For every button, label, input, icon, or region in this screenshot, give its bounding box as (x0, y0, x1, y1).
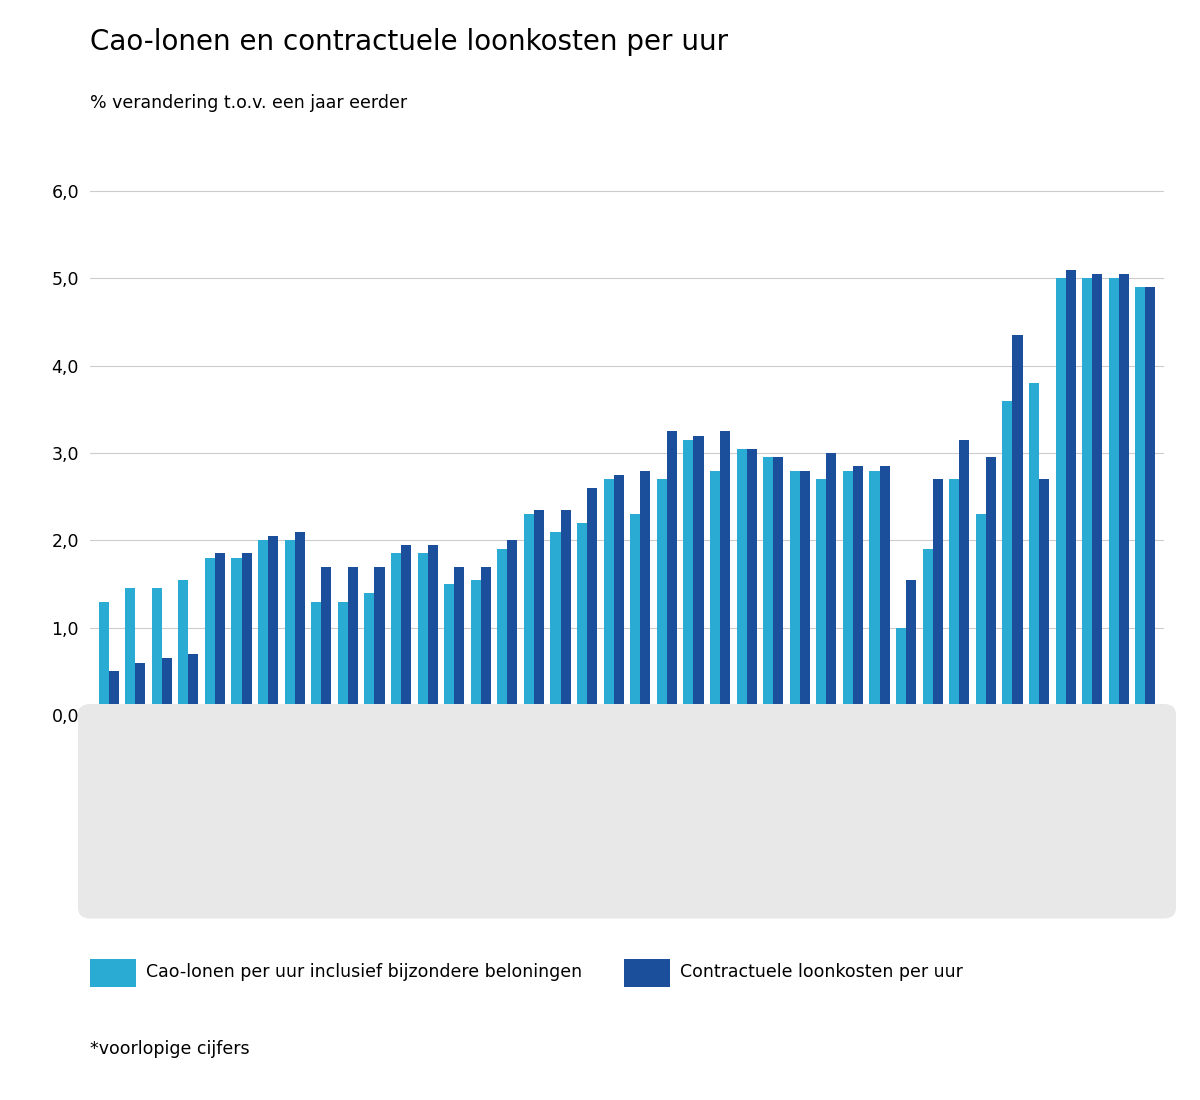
Bar (136, 662, 145, 715)
Bar (391, 553, 401, 715)
Bar (337, 602, 348, 715)
Bar (109, 671, 119, 715)
Bar (268, 536, 278, 715)
Bar (534, 509, 544, 715)
Bar (641, 471, 650, 715)
Text: 2023*: 2023* (1079, 793, 1132, 811)
Bar (906, 580, 917, 715)
Bar (1082, 278, 1092, 715)
Bar (1066, 270, 1075, 715)
Bar (737, 449, 746, 715)
Bar (427, 544, 438, 715)
Bar (1013, 336, 1022, 715)
Bar (481, 566, 491, 715)
Bar (667, 431, 677, 715)
Bar (1118, 274, 1129, 715)
Bar (763, 458, 773, 715)
Bar (365, 593, 374, 715)
Text: 2015: 2015 (233, 793, 277, 811)
Bar (976, 514, 986, 715)
Bar (827, 453, 836, 715)
Bar (896, 628, 906, 715)
Text: 2016: 2016 (340, 793, 383, 811)
Text: *voorlopige cijfers: *voorlopige cijfers (90, 1040, 250, 1057)
Bar (720, 431, 730, 715)
Bar (374, 566, 384, 715)
Bar (311, 602, 322, 715)
Bar (1109, 278, 1118, 715)
Bar (986, 458, 996, 715)
Bar (880, 466, 889, 715)
Bar (923, 549, 932, 715)
Bar (162, 658, 172, 715)
Bar (284, 540, 295, 715)
Bar (444, 584, 455, 715)
Bar (508, 540, 517, 715)
Bar (295, 531, 305, 715)
Text: 2018: 2018 (552, 793, 596, 811)
Bar (322, 566, 331, 715)
Bar (1145, 287, 1156, 715)
Bar (188, 653, 198, 715)
Text: 2022*: 2022* (973, 793, 1026, 811)
Bar (1028, 383, 1039, 715)
Bar (816, 480, 827, 715)
Bar (683, 440, 694, 715)
Bar (205, 558, 215, 715)
Text: 2020: 2020 (764, 793, 809, 811)
Bar (870, 471, 880, 715)
Bar (932, 480, 943, 715)
Bar (497, 549, 508, 715)
Bar (949, 480, 959, 715)
Bar (842, 471, 853, 715)
Text: 2021: 2021 (871, 793, 914, 811)
Bar (1135, 287, 1145, 715)
Bar (773, 458, 784, 715)
Text: Cao-lonen per uur inclusief bijzondere beloningen: Cao-lonen per uur inclusief bijzondere b… (146, 964, 582, 981)
Bar (656, 480, 667, 715)
Bar (418, 553, 427, 715)
Bar (1092, 274, 1103, 715)
Bar (959, 440, 970, 715)
Bar (613, 475, 624, 715)
Text: Cao-lonen en contractuele loonkosten per uur: Cao-lonen en contractuele loonkosten per… (90, 28, 728, 55)
Bar (470, 580, 481, 715)
Text: 2019: 2019 (658, 793, 702, 811)
Bar (587, 488, 598, 715)
Bar (258, 540, 268, 715)
Bar (125, 588, 136, 715)
Bar (630, 514, 641, 715)
Bar (524, 514, 534, 715)
Bar (694, 436, 703, 715)
Bar (241, 553, 252, 715)
Bar (1039, 480, 1049, 715)
Bar (401, 544, 412, 715)
Bar (710, 471, 720, 715)
Bar (215, 553, 226, 715)
Text: Contractuele loonkosten per uur: Contractuele loonkosten per uur (680, 964, 964, 981)
Bar (560, 509, 571, 715)
Bar (455, 566, 464, 715)
Text: % verandering t.o.v. een jaar eerder: % verandering t.o.v. een jaar eerder (90, 94, 407, 111)
Bar (577, 522, 587, 715)
Bar (551, 531, 560, 715)
Bar (1056, 278, 1066, 715)
Bar (853, 466, 863, 715)
Bar (232, 558, 241, 715)
Bar (604, 480, 613, 715)
Bar (151, 588, 162, 715)
Bar (746, 449, 757, 715)
Bar (1002, 400, 1013, 715)
Bar (790, 471, 799, 715)
Bar (179, 580, 188, 715)
Bar (98, 602, 109, 715)
Text: 2017: 2017 (445, 793, 490, 811)
Bar (348, 566, 358, 715)
Bar (799, 471, 810, 715)
